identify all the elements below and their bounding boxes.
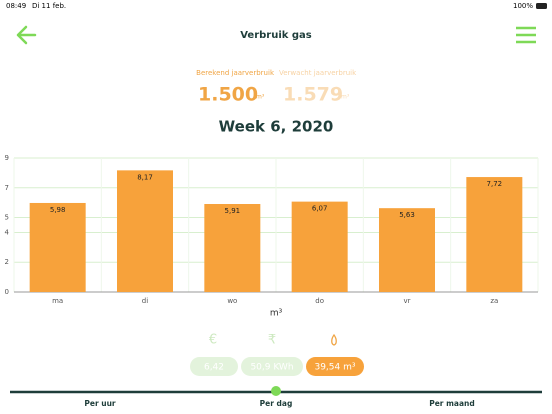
gas-pill[interactable] [306, 357, 364, 376]
bar [29, 202, 86, 292]
week-title: Week 6, 2020 [219, 118, 334, 136]
value-label: 5,63 [399, 211, 415, 219]
bar [379, 208, 435, 292]
bar [466, 177, 523, 292]
value-label: 7,72 [487, 180, 503, 188]
y-tick-label: 9 [5, 154, 9, 162]
page-title: Verbruik gas [240, 30, 312, 41]
tab[interactable]: Per maand [429, 399, 475, 408]
energy-icon: ₹ [268, 333, 276, 348]
x-tick-label: ma [52, 297, 63, 305]
value-label: 6,07 [312, 205, 328, 213]
bar [291, 201, 348, 292]
bar [117, 170, 173, 292]
x-tick-label: do [315, 297, 324, 305]
y-tick-label: 7 [5, 184, 9, 192]
y-tick-label: 4 [5, 228, 10, 236]
flame-icon [331, 333, 337, 346]
value-label: 8,17 [137, 173, 153, 181]
tab-slider-knob[interactable] [271, 386, 281, 396]
x-tick-label: wo [227, 297, 237, 305]
value-label: 5,98 [50, 206, 66, 214]
value-label: 5,91 [225, 207, 241, 215]
calculated-label: Berekend jaarverbruik [196, 69, 275, 77]
expected-unit: m³ [341, 94, 350, 101]
tab[interactable]: Per uur [84, 399, 116, 408]
status-battery: 100% [513, 2, 533, 10]
back-button[interactable] [16, 25, 37, 45]
chart: 0 2 4 5 7 9 ma 5,98 di 8,17 wo 5,91 do 6,07 vr 5,63 za 7,… [5, 154, 539, 305]
menu-button[interactable] [516, 26, 536, 44]
euro-icon: € [209, 333, 217, 348]
gas-total: 39,54 m³ [314, 363, 355, 373]
y-tick-label: 2 [5, 258, 9, 266]
calculated-value: 1.500 [198, 84, 258, 106]
money-total: 6,42 [204, 363, 224, 373]
battery-icon [536, 3, 547, 9]
x-axis-label: m³ [270, 309, 283, 319]
y-tick-label: 0 [5, 288, 9, 296]
expected-label: Verwacht jaarverbruik [279, 69, 357, 77]
y-tick-label: 5 [5, 214, 9, 222]
x-tick-label: za [490, 297, 498, 305]
calculated-unit: m³ [256, 94, 265, 101]
x-tick-label: vr [403, 297, 410, 305]
bar [204, 204, 261, 292]
energy-total: 50,9 KWh [250, 363, 293, 373]
status-time: 08:49 [6, 2, 26, 10]
x-tick-label: di [142, 297, 148, 305]
status-date: Di 11 feb. [32, 2, 66, 10]
money-pill[interactable] [190, 357, 238, 376]
energy-pill[interactable] [241, 357, 303, 376]
expected-value: 1.579 [283, 84, 343, 106]
tab[interactable]: Per dag [260, 399, 293, 408]
